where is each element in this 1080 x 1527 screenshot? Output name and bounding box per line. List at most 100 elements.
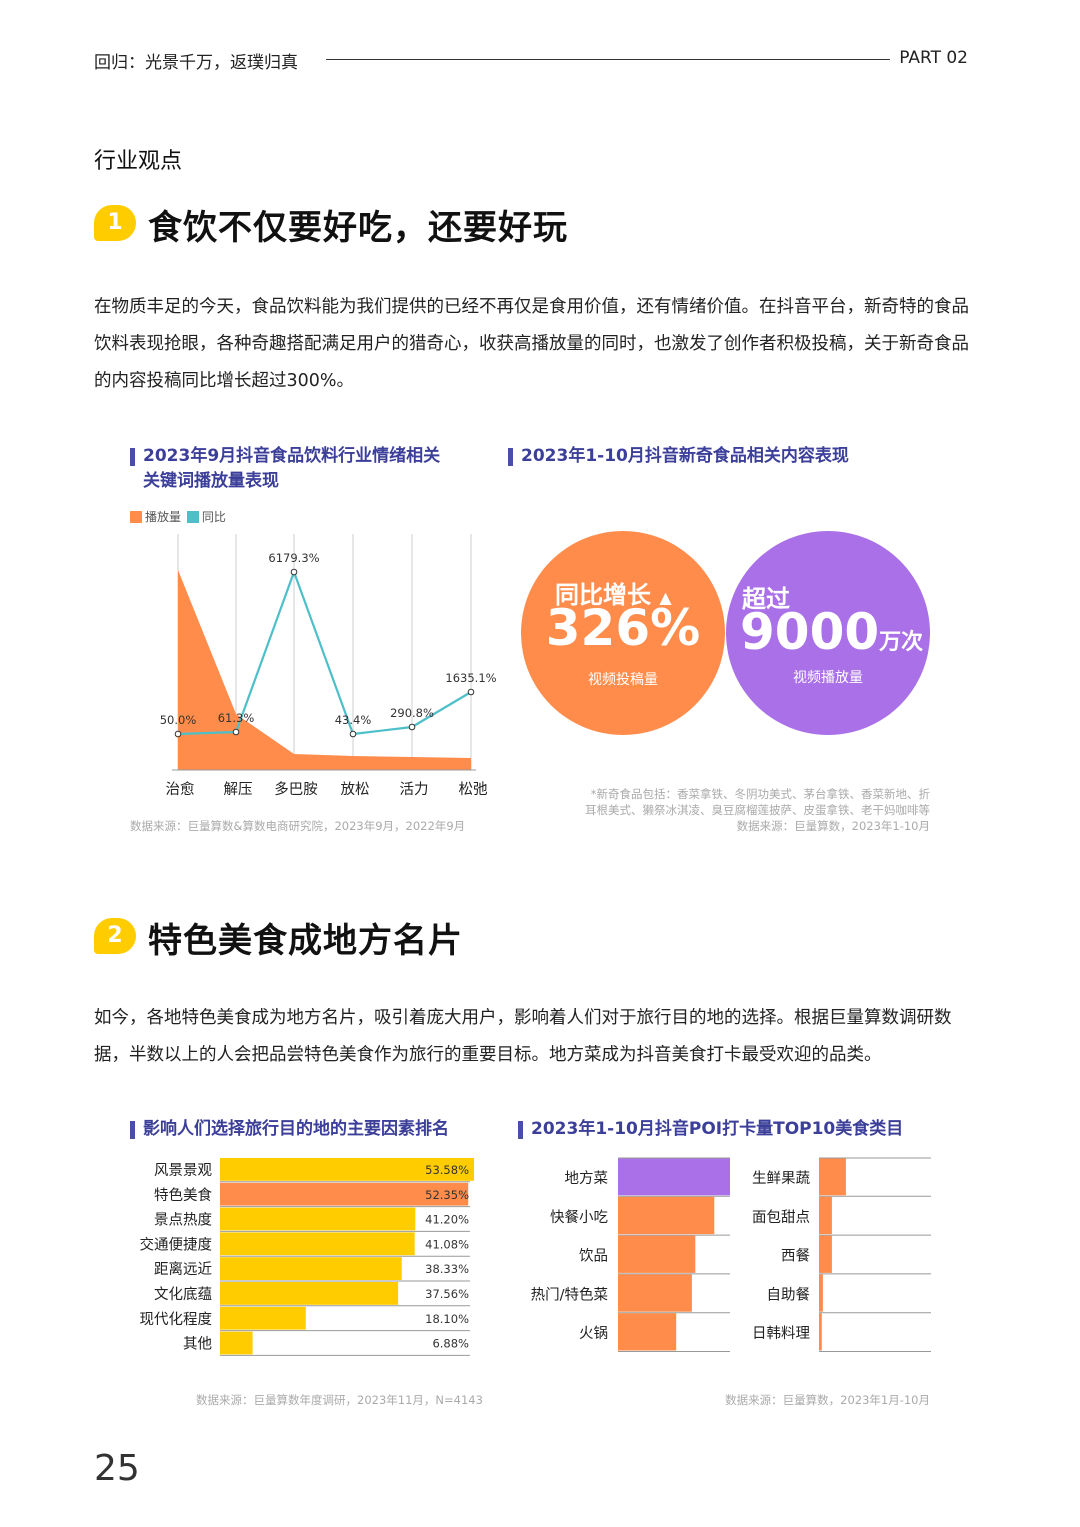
poi-bar-4	[618, 1313, 677, 1351]
page-number: 25	[94, 1448, 140, 1489]
circle-plays-label: 超过	[742, 585, 790, 613]
poi-label-7: 西餐	[781, 1248, 810, 1265]
chart2-note: *新奇食品包括：香菜拿铁、冬阴功美式、茅台拿铁、香菜新地、折 耳根美式、獭祭冰淇…	[530, 786, 930, 834]
poi-bar-8	[819, 1274, 823, 1312]
poi-label-0: 地方菜	[565, 1170, 609, 1187]
circle-growth-value: 326%	[545, 599, 701, 657]
category-label-5: 松弛	[459, 781, 488, 798]
section-1-badge: 1	[94, 205, 136, 241]
chart3-title: 影响人们选择旅行目的地的主要因素排名	[143, 1119, 449, 1139]
factor-label-1: 特色美食	[154, 1187, 212, 1204]
chart4-source: 数据来源：巨量算数，2023年1月-10月	[725, 1393, 930, 1407]
poi-bar-5	[819, 1158, 846, 1196]
factor-label-6: 现代化程度	[140, 1311, 213, 1328]
chart4-title-marker	[518, 1121, 523, 1139]
factor-bar-0	[220, 1158, 474, 1181]
chart2-note-line2: 耳根美式、獭祭冰淇凌、臭豆腐榴莲披萨、皮蛋拿铁、老干妈咖啡等	[585, 803, 930, 817]
factor-value-0: 53.58%	[425, 1163, 469, 1177]
category-label-2: 多巴胺	[274, 781, 318, 798]
circle-growth: 同比增长 ▲ 326% 视频投稿量	[521, 531, 725, 735]
category-label-4: 活力	[400, 781, 429, 798]
yoy-label-0: 50.0%	[160, 713, 197, 727]
yoy-point-5	[467, 688, 475, 696]
category-label-1: 解压	[224, 781, 253, 798]
factor-label-0: 风景景观	[154, 1162, 212, 1179]
section-1-paragraph: 在物质丰足的今天，食品饮料能为我们提供的已经不再仅是食用价值，还有情绪价值。在抖…	[94, 297, 969, 391]
chart3-source: 数据来源：巨量算数年度调研，2023年11月，N=4143	[196, 1393, 483, 1407]
poi-bar-3	[618, 1274, 692, 1312]
factor-bar-4	[220, 1257, 402, 1280]
yoy-line	[177, 568, 472, 736]
category-label-0: 治愈	[166, 781, 195, 798]
yoy-label-4: 290.8%	[390, 706, 434, 720]
factor-label-2: 景点热度	[154, 1212, 212, 1229]
yoy-label-3: 43.4%	[335, 713, 372, 727]
chart1-title-line1: 2023年9月抖音食品饮料行业情绪相关	[143, 446, 441, 466]
yoy-point-4	[408, 723, 416, 731]
category-label-3: 放松	[341, 781, 370, 798]
yoy-point-1	[232, 728, 240, 736]
circle-plays-value: 9000万次	[740, 603, 924, 661]
poi-bar-0	[618, 1158, 730, 1196]
poi-label-3: 热门/特色菜	[531, 1286, 608, 1303]
chart1-title: 2023年9月抖音食品饮料行业情绪相关 关键词播放量表现	[143, 444, 440, 494]
legend-swatch-plays	[130, 511, 142, 523]
factor-label-3: 交通便捷度	[140, 1235, 213, 1253]
factor-value-4: 38.33%	[425, 1262, 469, 1276]
factor-label-4: 距离远近	[154, 1261, 212, 1278]
factor-value-5: 37.56%	[425, 1287, 469, 1301]
chart2-title: 2023年1-10月抖音新奇食品相关内容表现	[521, 446, 849, 466]
chart4-title: 2023年1-10月抖音POI打卡量TOP10美食类目	[531, 1119, 904, 1139]
chart2-source: 数据来源：巨量算数，2023年1-10月	[736, 819, 930, 833]
circle-growth-label: 同比增长 ▲	[555, 581, 672, 609]
factor-bar-7	[220, 1331, 253, 1355]
poi-label-5: 生鲜果蔬	[752, 1170, 810, 1187]
section-2-badge: 2	[94, 918, 136, 954]
factor-bar-1	[220, 1182, 469, 1206]
plays-area	[178, 570, 471, 770]
factor-value-3: 41.08%	[425, 1237, 469, 1251]
section-2-paragraph: 如今，各地特色美食成为地方名片，吸引着庞大用户，影响着人们对于旅行目的地的选择。…	[94, 1008, 952, 1065]
header-title: 回归：光景千万，返璞归真	[94, 53, 298, 73]
poi-bar-7	[819, 1235, 832, 1273]
legend-yoy: 同比	[201, 510, 226, 524]
chart1-title-line2: 关键词播放量表现	[143, 471, 279, 491]
header-part: PART 02	[899, 48, 968, 68]
yoy-label-5: 1635.1%	[445, 671, 496, 685]
yoy-label-2: 6179.3%	[268, 551, 319, 565]
section-label: 行业观点	[94, 149, 183, 174]
poi-bar-1	[618, 1196, 715, 1235]
factor-bar-2	[220, 1207, 416, 1231]
poi-bar-9	[819, 1313, 822, 1351]
circle-growth-caption: 视频投稿量	[588, 672, 658, 688]
chart1-area-line: 50.0% 61.3% 6179.3% 43.4% 290.8% 1635.1% 治愈 解压 多…	[160, 534, 497, 798]
factor-value-2: 41.20%	[425, 1213, 469, 1227]
legend-plays: 播放量	[145, 510, 182, 524]
yoy-label-1: 61.3%	[218, 711, 255, 725]
yoy-point-0	[174, 730, 182, 738]
poi-label-4: 火锅	[579, 1325, 608, 1342]
factor-bar-6	[220, 1306, 306, 1330]
poi-label-9: 日韩料理	[752, 1325, 810, 1342]
yoy-point-3	[349, 730, 357, 738]
triangle-up-icon: ▲	[659, 588, 672, 607]
poi-label-2: 饮品	[579, 1248, 608, 1265]
chart3-bars: 风景景观 53.58% 特色美食 52.35% 景点热度 41.20% 交通便捷度 41.08…	[140, 1158, 474, 1356]
chart1-legend: 播放量 同比	[130, 508, 226, 525]
circle-plays: 超过 9000万次 视频播放量	[726, 531, 930, 735]
poi-label-6: 面包甜点	[752, 1209, 810, 1226]
chart2-title-marker	[508, 448, 513, 466]
poi-bar-2	[618, 1235, 696, 1273]
chart1-source: 数据来源：巨量算数&算数电商研究院，2023年9月，2022年9月	[130, 819, 466, 833]
poi-label-8: 自助餐	[767, 1286, 811, 1303]
yoy-point-2	[290, 568, 298, 576]
factor-label-5: 文化底蕴	[154, 1286, 212, 1303]
poi-label-1: 快餐小吃	[550, 1209, 608, 1226]
legend-swatch-yoy	[186, 511, 199, 523]
circle-plays-caption: 视频播放量	[793, 670, 863, 686]
chart1-title-marker	[130, 448, 135, 466]
factor-bar-3	[220, 1232, 415, 1256]
header-rule	[326, 59, 890, 60]
poi-bar-6	[819, 1196, 832, 1235]
